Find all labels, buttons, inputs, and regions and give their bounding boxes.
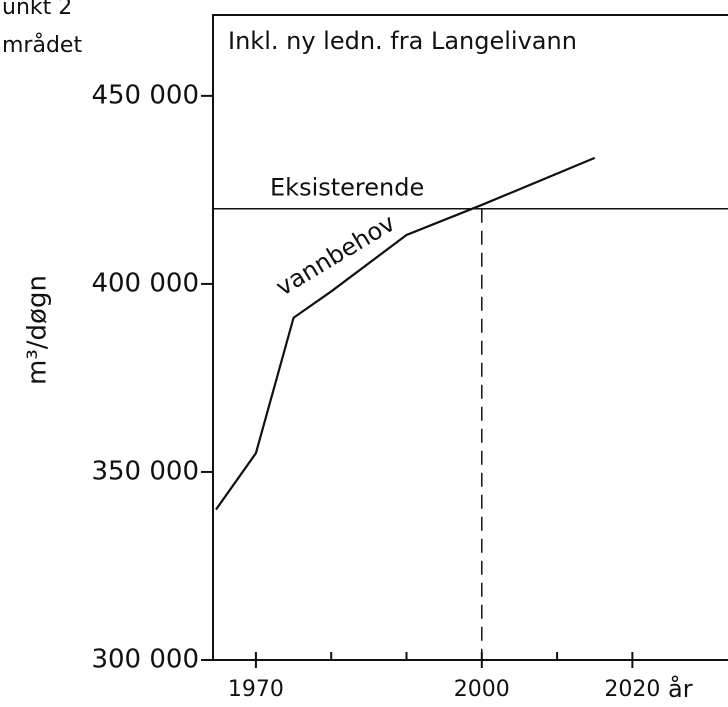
x-axis-label: år [668, 674, 693, 703]
header-fragment: unkt 2 [2, 0, 72, 20]
data-line [215, 156, 596, 511]
y-tick-label: 400 000 [91, 268, 199, 298]
x-tick-label: 1970 [228, 677, 284, 702]
x-tick-label: 2020 [604, 677, 660, 702]
x-tick-label: 2000 [454, 677, 510, 702]
y-axis-label: m³/døgn [23, 275, 53, 385]
box-label: Inkl. ny ledn. fra Langelivann [228, 27, 577, 55]
y-tick-label: 450 000 [91, 80, 199, 110]
plot-frame [212, 14, 728, 661]
y-tick-label: 300 000 [91, 645, 199, 675]
header-fragment: mrådet [2, 32, 82, 58]
y-tick-label: 350 000 [91, 456, 199, 486]
reference-label: Eksisterende [270, 174, 424, 202]
